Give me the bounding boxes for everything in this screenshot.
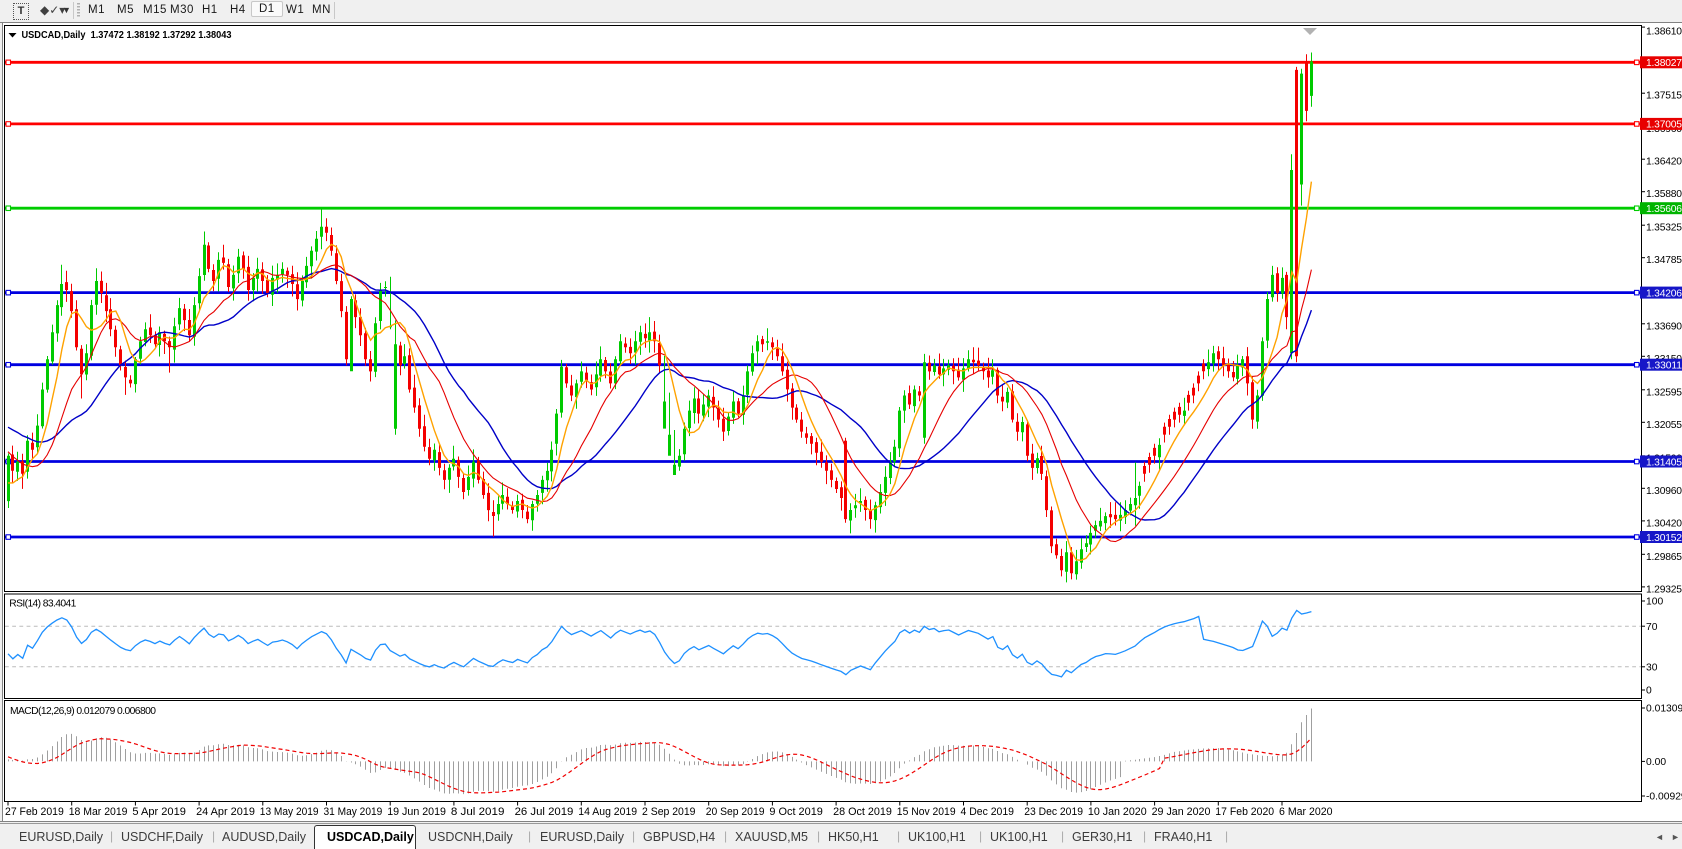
svg-text:19 Jun 2019: 19 Jun 2019: [387, 806, 446, 818]
svg-text:15 Nov 2019: 15 Nov 2019: [897, 806, 956, 818]
svg-text:1.37515: 1.37515: [1646, 91, 1682, 102]
svg-text:100: 100: [1646, 597, 1663, 608]
svg-text:RSI(14) 83.4041: RSI(14) 83.4041: [9, 599, 76, 610]
svg-text:31 May 2019: 31 May 2019: [324, 806, 383, 818]
svg-text:USDCAD,Daily 1.37472 1.38192: USDCAD,Daily 1.37472 1.38192 1.37292 1.3…: [22, 29, 232, 41]
svg-text:29 Jan 2020: 29 Jan 2020: [1152, 806, 1211, 818]
svg-text:28 Oct 2019: 28 Oct 2019: [833, 806, 892, 818]
svg-text:1.34785: 1.34785: [1646, 255, 1682, 266]
svg-text:20 Sep 2019: 20 Sep 2019: [706, 806, 765, 818]
svg-text:4 Dec 2019: 4 Dec 2019: [961, 806, 1015, 818]
svg-text:1.29325: 1.29325: [1646, 584, 1682, 595]
svg-text:1.32055: 1.32055: [1646, 420, 1682, 431]
svg-text:17 Feb 2020: 17 Feb 2020: [1215, 806, 1274, 818]
svg-text:13 May 2019: 13 May 2019: [260, 806, 319, 818]
svg-text:1.33690: 1.33690: [1646, 321, 1682, 332]
svg-text:2 Sep 2019: 2 Sep 2019: [642, 806, 696, 818]
svg-text:1.38610: 1.38610: [1646, 27, 1682, 38]
svg-text:1.30960: 1.30960: [1646, 486, 1682, 497]
svg-text:70: 70: [1646, 622, 1658, 633]
svg-text:1.37005: 1.37005: [1646, 120, 1682, 131]
svg-text:0: 0: [1646, 686, 1652, 697]
svg-text:0.00: 0.00: [1646, 757, 1666, 768]
svg-text:1.34206: 1.34206: [1646, 288, 1682, 299]
svg-text:1.31405: 1.31405: [1646, 457, 1682, 468]
svg-text:1.35606: 1.35606: [1646, 204, 1682, 215]
svg-text:9 Oct 2019: 9 Oct 2019: [769, 806, 823, 818]
svg-text:18 Mar 2019: 18 Mar 2019: [69, 806, 128, 818]
svg-text:27 Feb 2019: 27 Feb 2019: [5, 806, 64, 818]
svg-text:1.30420: 1.30420: [1646, 518, 1682, 529]
svg-text:30: 30: [1646, 663, 1658, 674]
svg-text:1.35880: 1.35880: [1646, 189, 1682, 200]
svg-text:MACD(12,26,9) 0.012079 0.00680: MACD(12,26,9) 0.012079 0.006800: [10, 706, 156, 717]
svg-text:1.33011: 1.33011: [1646, 361, 1682, 372]
svg-text:10 Jan 2020: 10 Jan 2020: [1088, 806, 1147, 818]
svg-text:14 Aug 2019: 14 Aug 2019: [578, 806, 637, 818]
svg-text:1.38027: 1.38027: [1646, 58, 1682, 69]
svg-text:6 Mar 2020: 6 Mar 2020: [1279, 806, 1333, 818]
svg-text:23 Dec 2019: 23 Dec 2019: [1024, 806, 1083, 818]
svg-text:-0.00929: -0.00929: [1646, 792, 1682, 803]
svg-text:8 Jul 2019: 8 Jul 2019: [451, 806, 505, 818]
svg-text:1.30152: 1.30152: [1646, 533, 1682, 544]
svg-text:1.32595: 1.32595: [1646, 387, 1682, 398]
svg-text:5 Apr 2019: 5 Apr 2019: [132, 806, 186, 818]
svg-text:1.29865: 1.29865: [1646, 552, 1682, 563]
svg-text:1.35325: 1.35325: [1646, 223, 1682, 234]
svg-text:26 Jul 2019: 26 Jul 2019: [515, 806, 574, 818]
svg-text:0.013097: 0.013097: [1646, 704, 1682, 715]
svg-text:1.36420: 1.36420: [1646, 157, 1682, 168]
svg-text:24 Apr 2019: 24 Apr 2019: [196, 806, 255, 818]
